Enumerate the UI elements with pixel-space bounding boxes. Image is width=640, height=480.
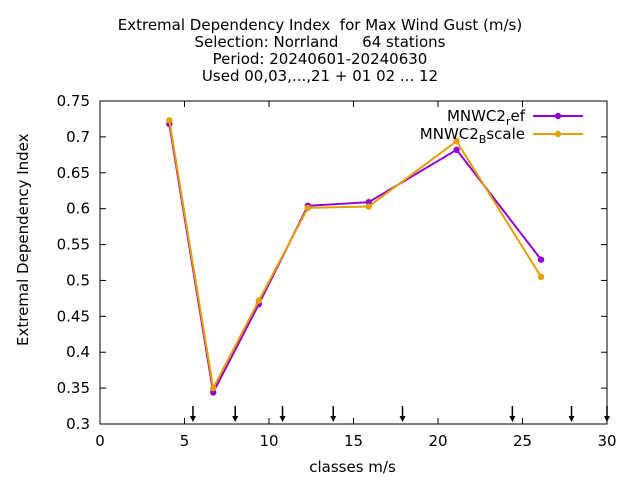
y-tick-label: 0.4 — [66, 343, 90, 361]
class-arrow-head — [568, 416, 575, 422]
axis-ticks: 0 5 10 15 20 25 30 0.3 0.35 0.4 0.45 0.5 0.55 0.6 0.65… — [57, 92, 617, 450]
series-line — [168, 123, 542, 396]
y-tick-label: 0.45 — [57, 307, 90, 325]
plot-frame — [99, 100, 608, 425]
data-point — [304, 204, 312, 212]
data-point — [537, 273, 545, 281]
x-tick-label: 15 — [344, 432, 363, 450]
title-line-1: Extremal Dependency Index for Max Wind G… — [117, 16, 523, 34]
class-arrow-head — [330, 416, 337, 422]
y-tick-label: 0.55 — [57, 236, 90, 254]
title-line-3: Period: 20240601-20240630 — [212, 50, 428, 68]
x-tick-label: 20 — [428, 432, 447, 450]
x-tick-label: 0 — [95, 432, 105, 450]
x-axis-label: classes m/s — [309, 458, 396, 476]
series-group — [166, 117, 545, 396]
class-arrow-head — [279, 416, 286, 422]
title-line-2: Selection: Norrland 64 stations — [194, 33, 446, 51]
class-arrow-head — [399, 416, 406, 422]
data-point — [537, 256, 545, 263]
y-tick-label: 0.5 — [66, 271, 90, 289]
x-tick-label: 5 — [180, 432, 190, 450]
legend-swatch-point — [554, 112, 562, 120]
data-point — [166, 117, 173, 124]
class-arrow-head — [189, 416, 196, 422]
class-arrow-head — [232, 416, 239, 422]
y-axis-label: Extremal Dependency Index — [14, 133, 32, 346]
plot-axes — [99, 100, 608, 425]
x-tick-label: 10 — [259, 432, 278, 450]
y-tick-label: 0.65 — [57, 164, 90, 182]
class-arrow-head — [604, 416, 610, 422]
x-tick-label: 25 — [513, 432, 532, 450]
data-point — [255, 297, 263, 304]
x-tick-label: 30 — [597, 432, 616, 450]
series-line — [168, 120, 542, 392]
legend-entry-label: MNWC2Bscale — [420, 125, 525, 146]
y-tick-label: 0.35 — [57, 379, 90, 397]
data-point — [453, 137, 460, 145]
data-point — [210, 384, 217, 392]
y-tick-label: 0.75 — [57, 92, 90, 110]
class-arrow-head — [509, 416, 516, 422]
y-tick-label: 0.6 — [66, 200, 90, 218]
y-tick-label: 0.7 — [66, 128, 90, 146]
legend-swatch-point — [554, 130, 562, 138]
title-line-4: Used 00,03,...,21 + 01 02 ... 12 — [201, 67, 439, 85]
data-point — [453, 146, 460, 154]
data-point — [365, 203, 372, 210]
class-boundary-arrows — [189, 406, 610, 422]
legend-entry-label: MNWC2ref — [447, 107, 526, 128]
y-tick-label: 0.3 — [66, 415, 90, 433]
